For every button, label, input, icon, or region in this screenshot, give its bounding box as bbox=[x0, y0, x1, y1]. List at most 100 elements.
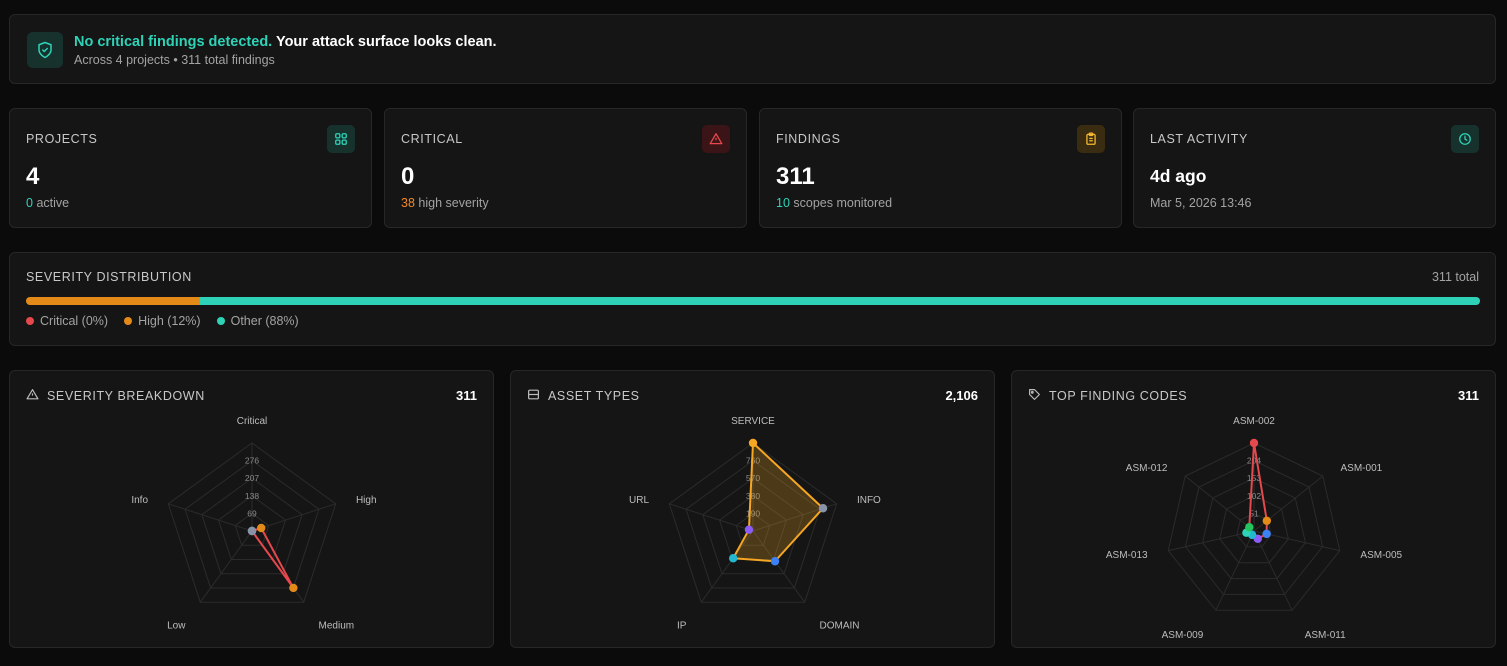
radar-grid-ring bbox=[1184, 460, 1324, 595]
radar-series-shape bbox=[732, 442, 825, 563]
status-banner: No critical findings detected. Your atta… bbox=[9, 14, 1496, 84]
radar-axis-label: ASM-011 bbox=[1305, 630, 1346, 641]
stat-sub-text: scopes monitored bbox=[793, 196, 893, 210]
panel-title: ASSET TYPES bbox=[548, 389, 640, 403]
radar-axis-label: High bbox=[356, 495, 377, 506]
radar-spoke bbox=[1168, 530, 1255, 552]
stat-label: FINDINGS bbox=[776, 132, 841, 146]
top-finding-codes-panel: 51 102 153 204 ASM-002 ASM-001 ASM-005 ASM-011 A… bbox=[1011, 370, 1496, 648]
top-finding-codes-radar: 51 102 153 204 ASM-002 ASM-001 ASM-005 ASM-011 A… bbox=[1106, 416, 1403, 641]
radar-spoke bbox=[199, 530, 253, 603]
radar-grid-ring bbox=[184, 459, 320, 589]
radar-point-asm-012[interactable] bbox=[1245, 523, 1254, 532]
stat-sub-text: high severity bbox=[418, 196, 489, 210]
stat-value: 4d ago bbox=[1150, 166, 1207, 186]
server-icon bbox=[527, 388, 540, 404]
radar-tick-label: 570 bbox=[746, 473, 760, 483]
radar-spoke bbox=[700, 530, 754, 603]
banner-message-rest: Your attack surface looks clean. bbox=[275, 34, 497, 50]
legend-item-other: Other (88%) bbox=[216, 314, 299, 328]
radar-grid-ring bbox=[201, 477, 303, 575]
distribution-bar bbox=[26, 297, 1480, 305]
radar-axis-label: INFO bbox=[857, 495, 881, 506]
radar-grid-ring bbox=[234, 512, 270, 546]
radar-spoke bbox=[752, 530, 806, 603]
radar-spoke bbox=[669, 503, 754, 532]
alert-triangle-icon bbox=[26, 388, 39, 404]
distribution-total: 311 total bbox=[1431, 270, 1479, 284]
radar-point-domain[interactable] bbox=[770, 557, 780, 566]
radar-spoke bbox=[168, 503, 253, 532]
radar-tick-label: 102 bbox=[1247, 491, 1261, 501]
alert-triangle-icon bbox=[702, 125, 730, 153]
panel-header: TOP FINDING CODES bbox=[1028, 388, 1187, 404]
radar-grid-ring bbox=[685, 459, 821, 589]
distribution-segment-other bbox=[200, 297, 1480, 305]
radar-point-asm-002[interactable] bbox=[1249, 438, 1259, 448]
radar-grid-ring bbox=[1219, 495, 1289, 564]
stat-card-critical[interactable]: CRITICAL 0 38 high severity bbox=[384, 108, 747, 228]
legend-label: Critical (0%) bbox=[40, 314, 109, 328]
radar-tick-label: 138 bbox=[245, 491, 259, 501]
radar-point-asm-001[interactable] bbox=[1262, 516, 1272, 525]
radar-axis-label: ASM-013 bbox=[1106, 550, 1148, 561]
distribution-title: SEVERITY DISTRIBUTION bbox=[26, 270, 192, 284]
distribution-legend: Critical (0%) High (12%) Other (88%) bbox=[26, 314, 299, 328]
stat-value: 0 bbox=[401, 163, 415, 190]
radar-grid-ring bbox=[167, 442, 337, 603]
stat-subtext: 38 high severity bbox=[401, 196, 489, 210]
clipboard-icon bbox=[1077, 125, 1105, 153]
radar-point-service[interactable] bbox=[748, 438, 758, 448]
radar-grid-ring bbox=[1201, 477, 1307, 580]
tag-icon bbox=[1028, 388, 1041, 404]
stat-value: 4 bbox=[26, 163, 40, 190]
radar-axis-label: ASM-001 bbox=[1341, 463, 1383, 474]
radar-grid-ring bbox=[702, 477, 804, 575]
radar-point-info[interactable] bbox=[818, 504, 828, 513]
stat-sub-highlight: 10 bbox=[776, 196, 790, 210]
severity-distribution: SEVERITY DISTRIBUTION 311 total Critical… bbox=[9, 252, 1496, 346]
radar-axis-label: DOMAIN bbox=[820, 620, 860, 631]
stat-value: 311 bbox=[776, 163, 815, 190]
radar-tick-label: 51 bbox=[1249, 508, 1259, 518]
radar-point-medium[interactable] bbox=[289, 583, 298, 593]
stat-label: CRITICAL bbox=[401, 132, 463, 146]
panel-count: 311 bbox=[1458, 388, 1479, 403]
banner-subtitle: Across 4 projects • 311 total findings bbox=[74, 53, 275, 67]
stat-card-findings[interactable]: FINDINGS 311 10 scopes monitored bbox=[759, 108, 1122, 228]
shield-check-icon bbox=[27, 32, 63, 68]
radar-tick-label: 380 bbox=[746, 491, 760, 501]
panel-title: TOP FINDING CODES bbox=[1049, 389, 1188, 403]
radar-spoke bbox=[1253, 530, 1293, 611]
legend-item-high: High (12%) bbox=[124, 314, 201, 328]
radar-spoke bbox=[1215, 530, 1255, 611]
stat-card-last-activity[interactable]: LAST ACTIVITY 4d ago Mar 5, 2026 13:46 bbox=[1133, 108, 1496, 228]
radar-point-high[interactable] bbox=[257, 523, 266, 533]
panel-header: ASSET TYPES bbox=[527, 388, 640, 404]
panel-header: SEVERITY BREAKDOWN bbox=[26, 388, 205, 404]
radar-tick-label: 204 bbox=[1247, 456, 1261, 466]
radar-axis-label: ASM-009 bbox=[1162, 630, 1204, 641]
radar-grid-ring bbox=[735, 512, 771, 546]
stat-label: LAST ACTIVITY bbox=[1150, 132, 1248, 146]
stat-subtext: 10 scopes monitored bbox=[776, 196, 892, 210]
severity-breakdown-panel: 69 138 207 276 Critical High Medium Low Info SEV… bbox=[9, 370, 494, 648]
radar-point-info[interactable] bbox=[247, 526, 257, 536]
radar-axis-label: URL bbox=[629, 495, 649, 506]
radar-point-asm-005[interactable] bbox=[1262, 529, 1271, 539]
radar-point-url[interactable] bbox=[744, 525, 754, 534]
grid-icon bbox=[327, 125, 355, 153]
radar-tick-label: 190 bbox=[746, 508, 760, 518]
radar-tick-label: 69 bbox=[247, 508, 257, 518]
panel-count: 2,106 bbox=[945, 388, 978, 403]
radar-axis-label: Critical bbox=[237, 416, 268, 427]
banner-message: No critical findings detected. Your atta… bbox=[74, 34, 497, 50]
stat-card-projects[interactable]: PROJECTS 4 0 active bbox=[9, 108, 372, 228]
banner-message-ok: No critical findings detected. bbox=[74, 34, 273, 50]
radar-axis-label: Info bbox=[131, 495, 148, 506]
distribution-segment-high bbox=[26, 297, 201, 305]
radar-point-ip[interactable] bbox=[728, 554, 738, 563]
legend-dot bbox=[216, 317, 225, 325]
radar-spoke bbox=[251, 503, 336, 532]
